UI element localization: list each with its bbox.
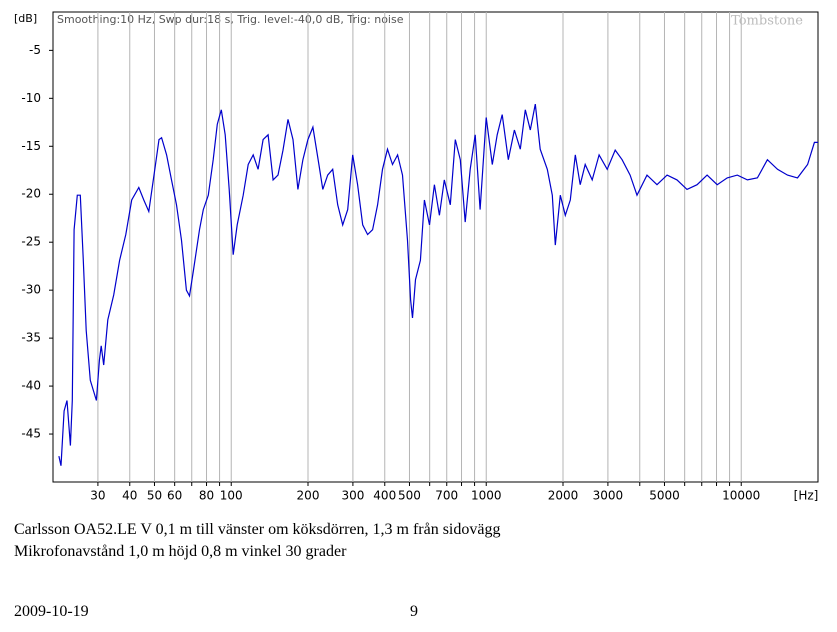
x-tick-label: 5000 <box>649 489 680 503</box>
x-tick-label: 400 <box>373 489 396 503</box>
y-tick-label: -20 <box>21 187 41 201</box>
subtitle: Smoothing:10 Hz, Swp dur:18 s, Trig. lev… <box>57 13 404 26</box>
x-tick-label: 300 <box>341 489 364 503</box>
y-tick-label: -10 <box>21 91 41 105</box>
x-tick-label: 60 <box>167 489 182 503</box>
caption-line: Mikrofonavstånd 1,0 m höjd 0,8 m vinkel … <box>14 543 347 560</box>
footer-page: 9 <box>410 603 418 620</box>
x-tick-label: 40 <box>122 489 137 503</box>
x-tick-label: 200 <box>297 489 320 503</box>
y-tick-label: -5 <box>29 43 41 57</box>
y-tick-label: -35 <box>21 331 41 345</box>
x-unit: [Hz] <box>794 489 819 503</box>
chart: [dB] Smoothing:10 Hz, Swp dur:18 s, Trig… <box>14 11 819 503</box>
y-tick-label: -25 <box>21 235 41 249</box>
y-tick-label: -45 <box>21 427 41 441</box>
watermark: Tombstone <box>731 14 803 29</box>
plot-frame <box>52 11 819 483</box>
y-tick-label: -40 <box>21 379 41 393</box>
x-tick-label: 80 <box>199 489 214 503</box>
y-tick-label: -30 <box>21 283 41 297</box>
footer-date: 2009-10-19 <box>14 603 89 620</box>
response-line <box>58 103 818 466</box>
x-tick-label: 2000 <box>548 489 579 503</box>
x-tick-label: 1000 <box>471 489 502 503</box>
x-tick-label: 50 <box>147 489 162 503</box>
x-tick-label: 30 <box>90 489 105 503</box>
y-unit: [dB] <box>14 12 37 25</box>
y-tick-label: -15 <box>21 139 41 153</box>
x-tick-label: 100 <box>220 489 243 503</box>
caption-line: Carlsson OA52.LE V 0,1 m till vänster om… <box>14 521 501 538</box>
x-tick-label: 700 <box>435 489 458 503</box>
x-tick-label: 10000 <box>722 489 760 503</box>
x-tick-label: 500 <box>398 489 421 503</box>
x-tick-label: 3000 <box>593 489 624 503</box>
